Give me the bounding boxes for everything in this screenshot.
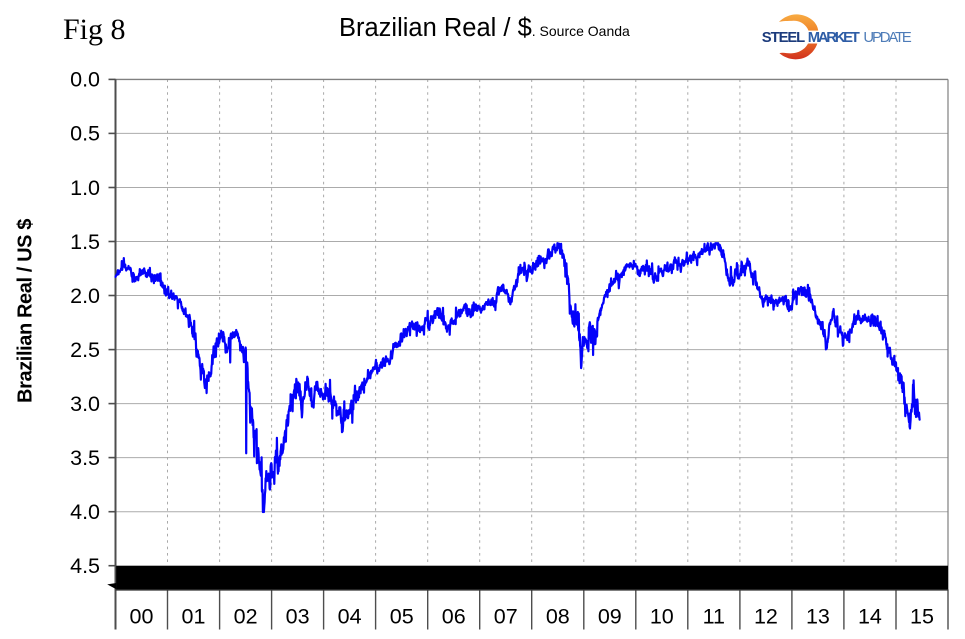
svg-text:3.0: 3.0 <box>70 392 100 416</box>
svg-text:UPDATE: UPDATE <box>863 30 912 46</box>
svg-text:04: 04 <box>338 605 362 629</box>
svg-text:06: 06 <box>442 605 466 629</box>
svg-text:13: 13 <box>806 605 830 629</box>
svg-text:05: 05 <box>390 605 414 629</box>
svg-text:2.5: 2.5 <box>70 338 100 362</box>
svg-text:STEEL: STEEL <box>762 30 805 46</box>
svg-text:4.0: 4.0 <box>70 500 100 524</box>
svg-text:14: 14 <box>858 605 882 629</box>
svg-text:07: 07 <box>494 605 518 629</box>
svg-text:10: 10 <box>650 605 674 629</box>
svg-text:15: 15 <box>910 605 934 629</box>
svg-text:1.0: 1.0 <box>70 176 100 200</box>
svg-text:00: 00 <box>130 605 154 629</box>
svg-text:2.0: 2.0 <box>70 284 100 308</box>
svg-text:03: 03 <box>286 605 310 629</box>
svg-text:01: 01 <box>182 605 206 629</box>
svg-text:Brazilian Real / US $: Brazilian Real / US $ <box>15 219 37 403</box>
svg-text:08: 08 <box>546 605 570 629</box>
svg-text:MARKET: MARKET <box>808 30 860 46</box>
svg-text:12: 12 <box>754 605 778 629</box>
svg-text:1.5: 1.5 <box>70 230 100 254</box>
svg-text:02: 02 <box>234 605 258 629</box>
svg-text:11: 11 <box>703 605 725 629</box>
svg-text:0.0: 0.0 <box>70 68 100 92</box>
svg-text:09: 09 <box>598 605 622 629</box>
svg-text:0.5: 0.5 <box>70 122 100 146</box>
svg-text:3.5: 3.5 <box>70 446 100 470</box>
svg-text:4.5: 4.5 <box>70 554 100 578</box>
